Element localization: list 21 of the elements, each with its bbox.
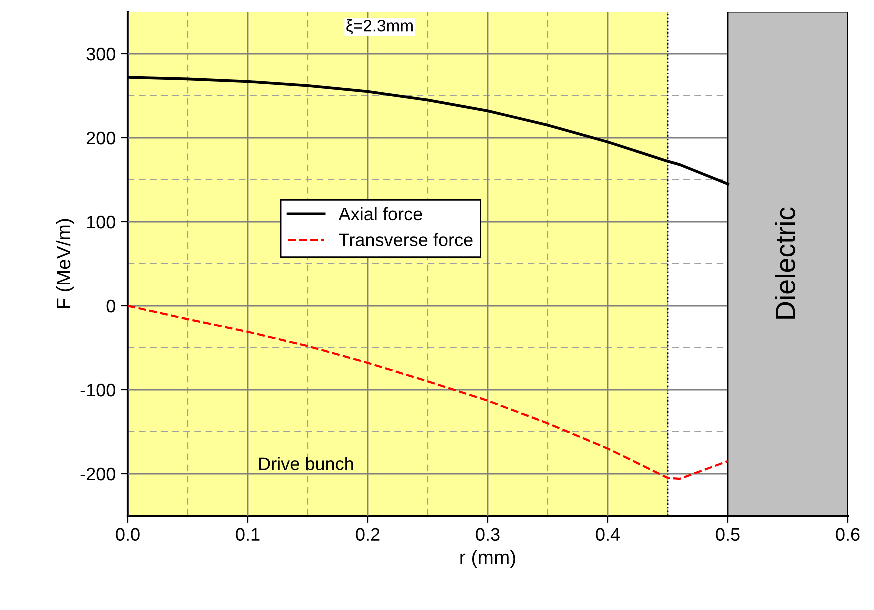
y-tick-label: 0: [106, 300, 116, 313]
x-tick-label: 0.3: [476, 528, 500, 542]
x-tick-label: 0.5: [716, 528, 740, 542]
x-tick-label: 0.0: [116, 528, 140, 542]
band-label: Drive bunch: [260, 457, 354, 470]
annotation: ξ=2.3mm: [346, 20, 413, 35]
x-tick-label: 0.4: [596, 528, 620, 542]
x-axis-title: r (mm): [460, 550, 516, 568]
x-tick-label: 0.6: [836, 528, 860, 542]
y-tick-label: 200: [86, 132, 116, 145]
y-tick-label: 300: [86, 48, 116, 61]
y-axis-title: F (MeV/m): [56, 219, 74, 308]
y-tick-label: -100: [80, 384, 116, 397]
x-tick-label: 0.2: [356, 528, 380, 542]
x-tick-label: 0.1: [236, 528, 260, 542]
y-tick-label: 100: [87, 216, 116, 229]
band-label: Dielectric: [775, 208, 796, 319]
legend-label: Axial force: [338, 207, 422, 221]
line-series: [128, 304, 730, 480]
legend-label: Transverse force: [339, 233, 473, 246]
y-tick-label: -200: [80, 468, 116, 481]
